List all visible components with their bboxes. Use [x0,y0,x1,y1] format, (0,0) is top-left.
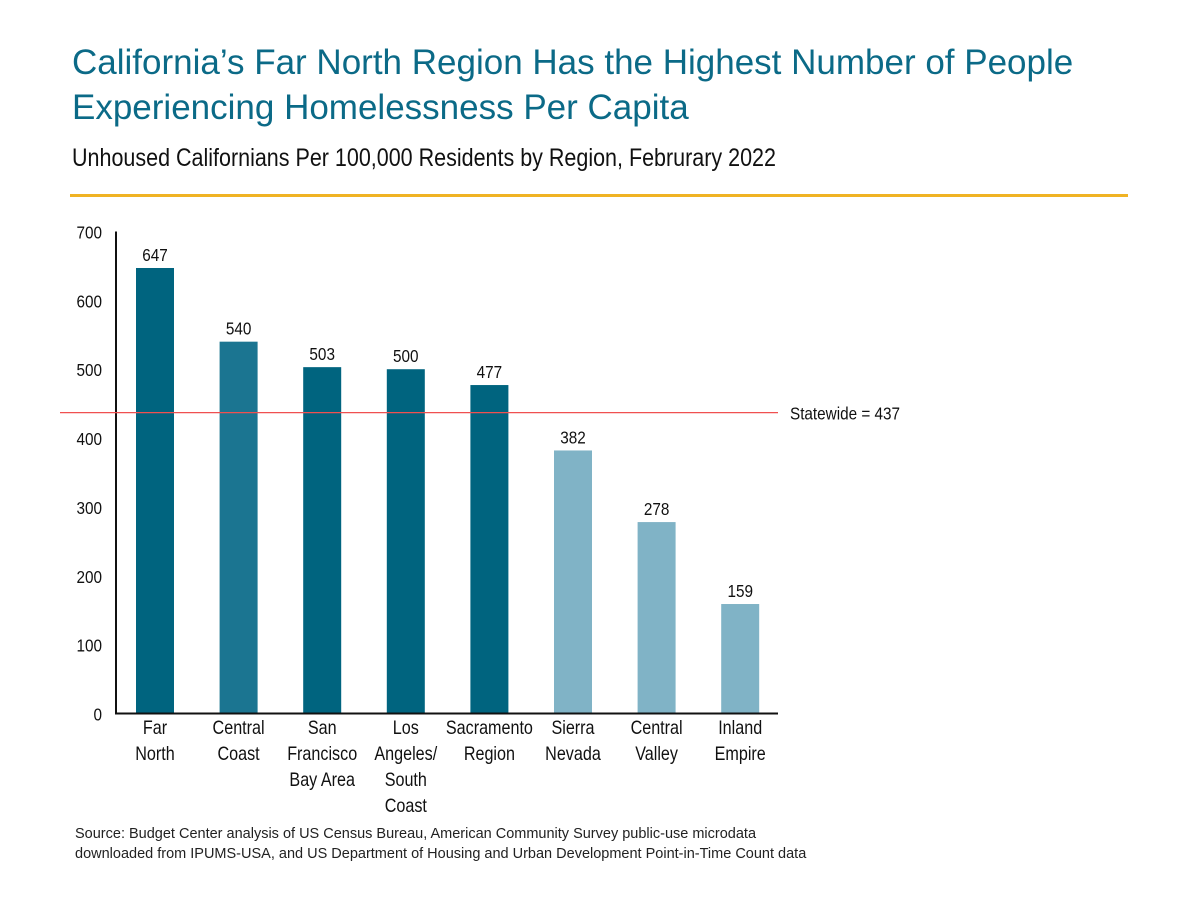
y-tick-label: 100 [76,635,102,655]
bar [721,604,760,714]
x-tick-label: Sacramento [446,717,533,739]
y-tick-label: 700 [76,222,102,242]
x-tick-label: Francisco [287,743,357,765]
x-tick-label: Sierra [551,717,594,739]
x-tick-label: Central [631,717,683,739]
data-label: 647 [142,245,168,265]
y-tick-label: 500 [76,360,102,380]
data-label: 278 [644,499,670,519]
x-tick-label: Nevada [545,743,601,765]
data-label: 382 [560,427,586,447]
bar [554,450,592,714]
bar [303,367,342,714]
y-tick-label: 400 [76,429,102,449]
y-tick-label: 200 [76,567,102,587]
x-tick-label: Far [143,717,167,739]
y-tick-label: 0 [93,704,102,724]
bar [470,385,509,714]
x-tick-label: Angeles/ [374,743,437,765]
x-tick-label: South [385,769,427,791]
data-label: 477 [477,362,503,382]
x-tick-label: Inland [718,717,762,739]
bar [386,369,425,714]
statewide-reference-label: Statewide = 437 [790,403,900,423]
bar [136,267,174,714]
x-tick-label: Coast [218,743,260,765]
x-tick-label: Central [213,717,265,739]
x-tick-label: Valley [635,743,678,765]
y-tick-label: 600 [76,291,102,311]
x-tick-label: North [135,743,174,765]
x-tick-label: San [308,717,337,739]
x-tick-label: Bay Area [289,769,355,791]
chart-subtitle: Unhoused Californians Per 100,000 Reside… [72,144,776,172]
chart-title: California’s Far North Region Has the Hi… [72,43,1074,127]
data-label: 159 [727,581,753,601]
bar [637,522,676,714]
x-tick-label: Empire [715,743,766,765]
title-divider [70,194,1128,197]
x-tick-label: Coast [385,795,427,817]
source-note: Source: Budget Center analysis of US Cen… [75,826,807,862]
x-tick-label: Los [393,717,419,739]
data-label: 503 [309,344,335,364]
data-label: 540 [226,319,252,339]
data-label: 500 [393,346,419,366]
y-tick-label: 300 [76,498,102,518]
x-tick-label: Region [464,743,515,765]
bar [219,341,258,714]
